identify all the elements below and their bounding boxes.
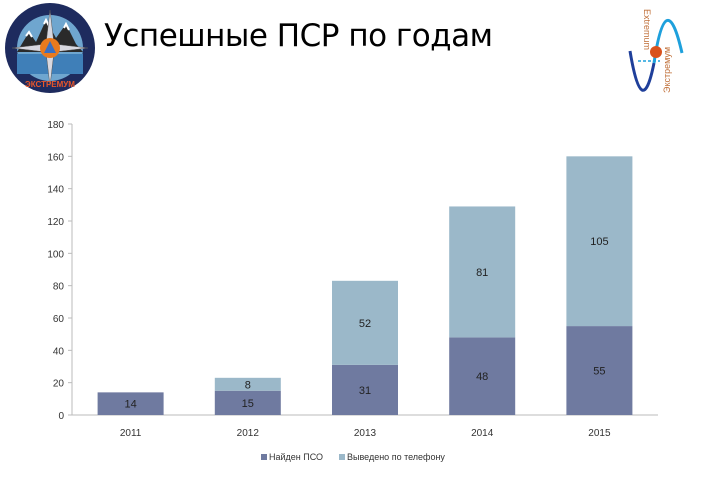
svg-text:Экстремум: Экстремум [662,47,672,93]
y-tick-label: 60 [53,314,65,325]
data-label: 81 [476,267,488,279]
data-label: 105 [590,236,608,248]
extremum-logo: Extremum Экстремум [620,3,700,95]
legend-swatch-found [261,454,267,460]
x-tick-label: 2013 [354,428,377,439]
y-tick-label: 100 [47,249,64,260]
bar-found-2011 [97,392,164,415]
y-tick-label: 160 [47,152,64,163]
bar-phone-2012 [214,377,281,391]
bar-found-2015 [566,326,633,415]
rescue-squad-logo: ЭКСТРЕМУМ [4,2,96,94]
data-label: 48 [476,371,488,383]
legend-label-found: Найден ПСО [269,452,323,462]
bar-found-2012 [214,390,281,415]
svg-text:Extremum: Extremum [642,9,652,50]
y-tick-label: 140 [47,185,64,196]
data-label: 55 [593,366,605,378]
bar-phone-2013 [332,280,398,365]
bar-phone-2015 [566,156,633,327]
y-tick-label: 0 [58,411,64,422]
data-label: 8 [245,379,251,391]
y-tick-label: 80 [53,282,65,293]
x-tick-label: 2011 [120,428,142,439]
slide-title: Успешные ПСР по годам [104,18,493,54]
x-tick-label: 2015 [588,428,611,439]
y-tick-label: 120 [47,217,64,228]
data-label: 31 [359,385,371,397]
x-tick-label: 2012 [237,428,260,439]
x-tick-label: 2014 [471,428,494,439]
svg-text:ЭКСТРЕМУМ: ЭКСТРЕМУМ [25,80,75,89]
legend-label-phone: Выведено по телефону [347,452,445,462]
legend-swatch-phone [339,454,345,460]
data-label: 15 [242,398,254,410]
y-tick-label: 40 [53,346,65,357]
data-label: 14 [124,399,136,411]
bar-phone-2014 [449,206,516,338]
data-label: 52 [359,318,371,330]
bar-found-2014 [449,337,516,415]
y-tick-label: 180 [47,120,64,131]
bar-found-2013 [332,364,398,415]
y-tick-label: 20 [53,379,65,390]
